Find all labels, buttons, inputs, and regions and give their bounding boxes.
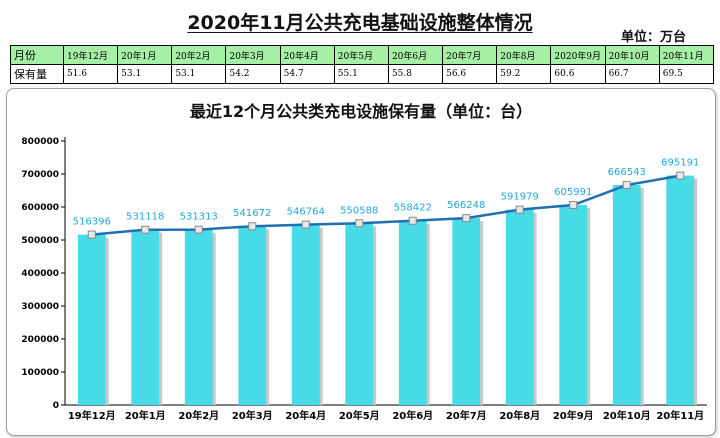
line-point bbox=[622, 181, 631, 190]
line-point bbox=[408, 216, 417, 225]
y-tick-label: 800000 bbox=[21, 137, 59, 147]
line-point bbox=[355, 219, 364, 228]
bar bbox=[291, 224, 320, 405]
x-tick-label: 19年12月 bbox=[68, 409, 116, 422]
value-cell: 56.6 bbox=[442, 64, 498, 84]
data-label: 531313 bbox=[180, 212, 218, 223]
value-cell: 53.1 bbox=[171, 64, 227, 84]
x-tick-label: 20年1月 bbox=[125, 409, 166, 422]
bar bbox=[666, 175, 695, 405]
line-point bbox=[515, 205, 524, 214]
bar-line-chart: 最近12个月公共类充电设施保有量（单位：台） 0 100000 200000 3000… bbox=[21, 102, 707, 422]
y-tick-label: 0 bbox=[53, 401, 59, 411]
month-cell: 2020年9月 bbox=[550, 45, 606, 65]
x-tick-label: 20年2月 bbox=[178, 409, 219, 422]
x-tick-label: 20年3月 bbox=[232, 409, 273, 422]
line-point bbox=[301, 220, 310, 229]
month-cell: 20年6月 bbox=[387, 45, 444, 65]
line-point bbox=[569, 201, 578, 210]
y-tick-label: 300000 bbox=[21, 302, 59, 312]
data-label: 666543 bbox=[608, 167, 646, 178]
month-cell: 20年7月 bbox=[442, 45, 498, 65]
data-label: 558422 bbox=[394, 203, 432, 214]
y-tick-label: 600000 bbox=[21, 203, 59, 213]
x-tick-label: 20年5月 bbox=[339, 409, 380, 422]
bar bbox=[505, 209, 534, 405]
row-header-month: 月份 bbox=[10, 45, 64, 65]
x-tick-label: 20年6月 bbox=[392, 409, 433, 422]
line-point bbox=[462, 214, 471, 223]
summary-table: 月份 19年12月 20年1月 20年2月 20年3月 20年4月 20年5月 20年6月 2… bbox=[10, 45, 715, 84]
value-cell: 55.1 bbox=[333, 64, 389, 84]
bar bbox=[238, 226, 267, 405]
data-label: 591979 bbox=[501, 192, 539, 203]
data-label: 516396 bbox=[73, 217, 111, 228]
value-cell: 60.6 bbox=[550, 64, 606, 84]
value-cell: 53.1 bbox=[117, 64, 173, 84]
month-cell: 20年10月 bbox=[604, 45, 660, 65]
summary-month-row: 月份 19年12月 20年1月 20年2月 20年3月 20年4月 20年5月 20年6月 2… bbox=[10, 45, 715, 65]
page-title: 2020年11月公共充电基础设施整体情况 bbox=[187, 12, 533, 34]
y-tick-label: 400000 bbox=[21, 269, 59, 279]
data-label: 695191 bbox=[661, 158, 699, 169]
x-tick-label: 20年10月 bbox=[603, 409, 651, 422]
data-label: 605991 bbox=[554, 187, 592, 198]
data-label: 550588 bbox=[340, 205, 378, 216]
x-tick-label: 20年7月 bbox=[446, 409, 487, 422]
unit-label: 单位：万台 bbox=[620, 30, 686, 45]
data-label: 541672 bbox=[233, 208, 271, 219]
row-header-stock: 保有量 bbox=[10, 64, 64, 84]
y-tick-label: 200000 bbox=[21, 335, 59, 345]
data-label: 531118 bbox=[126, 212, 164, 223]
x-tick-label: 20年8月 bbox=[499, 409, 540, 422]
data-label: 546764 bbox=[287, 207, 325, 218]
value-cell: 69.5 bbox=[658, 64, 715, 84]
bar bbox=[559, 205, 588, 405]
x-tick-label: 20年4月 bbox=[285, 409, 326, 422]
month-cell: 20年5月 bbox=[333, 45, 389, 65]
x-tick-label: 20年11月 bbox=[656, 409, 704, 422]
summary-value-row: 保有量 51.6 53.1 53.1 54.2 54.7 55.1 55.8 56.6 59.2… bbox=[10, 64, 715, 84]
value-cell: 54.7 bbox=[279, 64, 335, 84]
line-point bbox=[194, 225, 203, 234]
bar bbox=[184, 229, 213, 405]
bar bbox=[77, 234, 106, 405]
x-tick-label: 20年9月 bbox=[553, 409, 594, 422]
value-cell: 59.2 bbox=[496, 64, 552, 84]
data-label: 566248 bbox=[447, 200, 485, 211]
month-cell: 20年4月 bbox=[279, 45, 335, 65]
value-cell: 51.6 bbox=[62, 64, 119, 84]
line-point bbox=[141, 225, 150, 234]
value-cell: 55.8 bbox=[387, 64, 444, 84]
trend-line bbox=[91, 174, 681, 236]
month-cell: 19年12月 bbox=[62, 45, 119, 65]
value-cell: 54.2 bbox=[225, 64, 281, 84]
y-tick-label: 500000 bbox=[21, 236, 59, 246]
line-point bbox=[248, 222, 257, 231]
y-tick-label: 700000 bbox=[21, 170, 59, 180]
y-tick-label: 100000 bbox=[21, 368, 59, 378]
month-cell: 20年3月 bbox=[225, 45, 281, 65]
bar bbox=[612, 185, 641, 405]
month-cell: 20年11月 bbox=[658, 45, 715, 65]
line-point bbox=[676, 171, 685, 180]
bar bbox=[452, 218, 481, 405]
month-cell: 20年8月 bbox=[496, 45, 552, 65]
month-cell: 20年2月 bbox=[171, 45, 227, 65]
month-cell: 20年1月 bbox=[117, 45, 173, 65]
bar bbox=[131, 229, 160, 405]
bar bbox=[398, 220, 427, 405]
chart-title: 最近12个月公共类充电设施保有量（单位：台） bbox=[190, 102, 532, 121]
chart-panel: 最近12个月公共类充电设施保有量（单位：台） 0 100000 200000 3000… bbox=[6, 88, 716, 436]
bar bbox=[345, 223, 374, 405]
value-cell: 66.7 bbox=[604, 64, 660, 84]
line-point bbox=[87, 230, 96, 239]
